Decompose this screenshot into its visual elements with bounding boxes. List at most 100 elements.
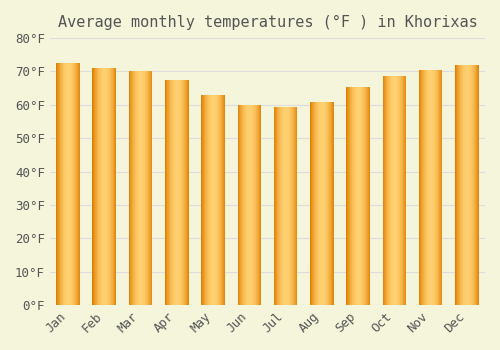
Bar [253, 105, 254, 305]
Bar [368, 86, 370, 305]
Bar [105, 68, 106, 305]
Bar [64, 63, 65, 305]
Bar [353, 86, 354, 305]
Bar [385, 77, 386, 305]
Bar [56, 63, 57, 305]
Bar [427, 70, 428, 305]
Bar [330, 102, 332, 305]
Bar [207, 95, 208, 305]
Bar [219, 95, 220, 305]
Bar [355, 86, 356, 305]
Bar [426, 70, 427, 305]
Bar [459, 65, 460, 305]
Bar [356, 86, 357, 305]
Bar [131, 71, 132, 305]
Bar [142, 71, 143, 305]
Bar [182, 80, 184, 305]
Bar [274, 106, 275, 305]
Bar [313, 102, 314, 305]
Bar [150, 71, 151, 305]
Bar [297, 106, 298, 305]
Bar [314, 102, 315, 305]
Bar [386, 77, 388, 305]
Bar [110, 68, 112, 305]
Bar [422, 70, 423, 305]
Bar [310, 102, 311, 305]
Bar [349, 86, 350, 305]
Bar [138, 71, 140, 305]
Bar [151, 71, 152, 305]
Bar [222, 95, 223, 305]
Bar [317, 102, 318, 305]
Bar [258, 105, 260, 305]
Bar [316, 102, 317, 305]
Bar [78, 63, 79, 305]
Bar [173, 80, 174, 305]
Bar [324, 102, 325, 305]
Bar [288, 106, 289, 305]
Bar [462, 65, 464, 305]
Bar [108, 68, 109, 305]
Bar [133, 71, 134, 305]
Bar [59, 63, 60, 305]
Bar [423, 70, 424, 305]
Bar [93, 68, 94, 305]
Bar [209, 95, 210, 305]
Bar [392, 77, 393, 305]
Bar [285, 106, 286, 305]
Bar [326, 102, 327, 305]
Bar [107, 68, 108, 305]
Bar [428, 70, 429, 305]
Bar [77, 63, 78, 305]
Bar [347, 86, 348, 305]
Bar [181, 80, 182, 305]
Bar [112, 68, 113, 305]
Bar [248, 105, 250, 305]
Bar [174, 80, 175, 305]
Bar [255, 105, 256, 305]
Bar [460, 65, 461, 305]
Bar [140, 71, 141, 305]
Bar [362, 86, 363, 305]
Bar [439, 70, 440, 305]
Bar [170, 80, 171, 305]
Bar [204, 95, 205, 305]
Bar [208, 95, 209, 305]
Bar [461, 65, 462, 305]
Bar [250, 105, 251, 305]
Bar [184, 80, 185, 305]
Bar [146, 71, 147, 305]
Bar [180, 80, 181, 305]
Bar [114, 68, 115, 305]
Bar [315, 102, 316, 305]
Bar [257, 105, 258, 305]
Bar [404, 77, 405, 305]
Bar [176, 80, 177, 305]
Bar [286, 106, 288, 305]
Bar [213, 95, 214, 305]
Bar [456, 65, 457, 305]
Bar [147, 71, 148, 305]
Bar [433, 70, 434, 305]
Bar [66, 63, 67, 305]
Bar [144, 71, 145, 305]
Bar [137, 71, 138, 305]
Bar [260, 105, 261, 305]
Bar [148, 71, 149, 305]
Bar [247, 105, 248, 305]
Title: Average monthly temperatures (°F ) in Khorixas: Average monthly temperatures (°F ) in Kh… [58, 15, 478, 30]
Bar [62, 63, 64, 305]
Bar [367, 86, 368, 305]
Bar [322, 102, 323, 305]
Bar [402, 77, 403, 305]
Bar [278, 106, 279, 305]
Bar [212, 95, 213, 305]
Bar [395, 77, 396, 305]
Bar [293, 106, 294, 305]
Bar [466, 65, 467, 305]
Bar [70, 63, 71, 305]
Bar [214, 95, 215, 305]
Bar [283, 106, 284, 305]
Bar [441, 70, 442, 305]
Bar [398, 77, 399, 305]
